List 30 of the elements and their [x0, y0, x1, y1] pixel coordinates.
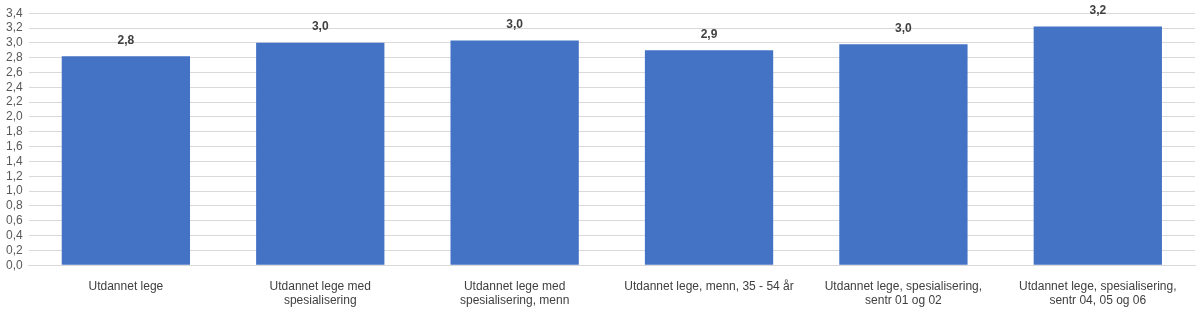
y-tick-label: 3,0	[5, 35, 23, 50]
y-tick-label: 1,2	[5, 168, 23, 183]
data-label: 3,0	[895, 20, 913, 35]
y-tick-label: 2,2	[5, 94, 23, 109]
y-tick-label: 1,8	[5, 124, 23, 139]
data-label: 3,0	[506, 16, 524, 31]
x-tick-label: Utdannet lege, spesialisering, sentr 04, 05 og 06	[1019, 278, 1177, 308]
y-tick-label: 1,6	[5, 138, 23, 153]
y-tick-label: 0,6	[5, 213, 23, 228]
y-tick-label: 2,8	[5, 49, 23, 64]
y-tick-label: 0,0	[5, 257, 23, 272]
data-label: 2,9	[700, 26, 718, 41]
y-tick-label: 3,2	[5, 20, 23, 35]
y-tick-label: 2,4	[5, 79, 23, 94]
y-tick-label: 0,4	[5, 227, 23, 242]
x-tick-label: Utdannet lege, spesialisering, sentr 01 og 02	[824, 278, 983, 308]
data-label: 3,2	[1089, 2, 1107, 17]
x-tick-label: Utdannet lege	[88, 278, 164, 293]
x-tick-label: Utdannet lege, menn, 35 - 54 år	[624, 278, 794, 293]
x-tick-label: Utdannet lege med spesialisering, menn	[459, 278, 570, 308]
x-tick-label: Utdannet lege med spesialisering	[269, 278, 371, 308]
data-label: 2,8	[117, 32, 135, 47]
y-tick-label: 0,8	[5, 198, 23, 213]
y-tick-label: 1,0	[5, 183, 23, 198]
data-label: 3,0	[311, 19, 329, 34]
y-tick-label: 2,6	[5, 64, 23, 79]
y-tick-label: 1,4	[5, 153, 23, 168]
y-tick-label: 2,0	[5, 109, 23, 124]
y-tick-label: 0,2	[5, 242, 23, 257]
y-tick-label: 3,4	[5, 5, 23, 20]
